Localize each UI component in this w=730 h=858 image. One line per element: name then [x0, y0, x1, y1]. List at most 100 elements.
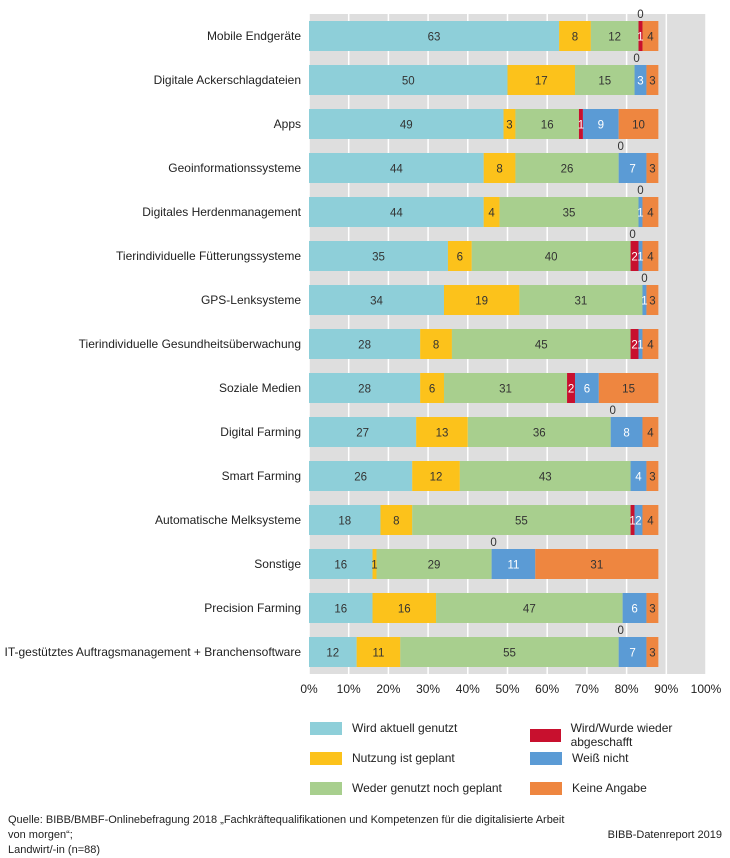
- bar-segment: [372, 593, 437, 623]
- data-label: 11: [372, 648, 384, 660]
- bar-segment: [642, 417, 659, 447]
- data-label: 45: [535, 340, 548, 352]
- data-label: 34: [370, 296, 383, 308]
- data-label: 3: [649, 296, 655, 308]
- category-label: Digitales Herdenmanagement: [142, 205, 301, 219]
- bar-segment: [567, 373, 575, 403]
- category-label: Smart Farming: [222, 469, 301, 483]
- data-label: 4: [647, 252, 654, 264]
- data-label: 1: [371, 560, 377, 572]
- bar-segment: [535, 549, 659, 579]
- data-label: 28: [358, 340, 371, 352]
- bar-segment: [412, 505, 631, 535]
- bar-segment: [630, 329, 639, 359]
- bar-segment: [590, 21, 639, 51]
- bar-segment: [503, 109, 516, 139]
- data-label: 2: [635, 516, 641, 528]
- data-label: 28: [358, 384, 371, 396]
- category-label: Geoinformationssysteme: [168, 161, 301, 175]
- bar-segment: [618, 637, 647, 667]
- zero-label: 0: [629, 229, 635, 241]
- data-label: 8: [433, 340, 439, 352]
- bar-segment: [483, 153, 516, 183]
- zero-label: 0: [637, 185, 643, 197]
- bar-segment: [309, 21, 560, 51]
- data-label: 36: [533, 428, 546, 440]
- category-label: GPS-Lenksysteme: [201, 293, 301, 307]
- data-label: 6: [631, 604, 637, 616]
- category-label: Digital Farming: [220, 425, 301, 439]
- data-label: 1: [641, 296, 647, 308]
- data-label: 12: [608, 32, 621, 44]
- bar-segment: [578, 109, 583, 139]
- data-label: 2: [568, 384, 574, 396]
- legend-swatch: [530, 781, 562, 795]
- data-label: 26: [354, 472, 367, 484]
- x-tick-label: 10%: [337, 682, 361, 696]
- data-label: 43: [539, 472, 552, 484]
- source-line-2: Landwirt/-in (n=88): [8, 844, 101, 856]
- bar-segment: [559, 21, 591, 51]
- data-label: 49: [400, 120, 413, 132]
- bar-segment: [646, 461, 659, 491]
- bar-segment: [638, 197, 643, 227]
- legend-item-wird-aktuell-genutzt: Wird aktuell genutzt: [310, 721, 457, 735]
- bar-segment: [309, 241, 448, 271]
- legend-item-nutzung-geplant: Nutzung ist geplant: [310, 751, 455, 765]
- source-line-1: Quelle: BIBB/BMBF-Onlinebefragung 2018 „…: [8, 814, 565, 841]
- data-label: 6: [457, 252, 463, 264]
- bar-segment: [598, 373, 659, 403]
- legend-swatch: [310, 751, 342, 765]
- data-label: 8: [496, 164, 502, 176]
- x-tick-label: 20%: [376, 682, 400, 696]
- data-label: 10: [632, 120, 645, 132]
- data-label: 63: [428, 32, 441, 44]
- bar-segment: [507, 65, 575, 95]
- bar-segment: [634, 65, 647, 95]
- x-tick-label: 40%: [456, 682, 480, 696]
- bar-segment: [499, 197, 639, 227]
- data-label: 44: [390, 164, 403, 176]
- data-label: 4: [647, 208, 654, 220]
- bar-segment: [646, 637, 659, 667]
- data-label: 3: [649, 604, 655, 616]
- category-label: Soziale Medien: [219, 381, 301, 395]
- stacked-bar-chart: 0% 10% 20% 30% 40% 50% 60% 70% 80% 90% 100% Mobile …: [5, 9, 722, 696]
- legend-label: Wird/Wurde wieder abgeschafft: [570, 721, 673, 749]
- bar-segment: [309, 505, 381, 535]
- zero-label: 0: [490, 537, 496, 549]
- legend-label: Nutzung ist geplant: [352, 751, 455, 765]
- data-label: 31: [575, 296, 588, 308]
- category-label: Digitale Ackerschlagdateien: [154, 73, 301, 87]
- data-label: 15: [622, 384, 635, 396]
- data-label: 44: [390, 208, 403, 220]
- data-label: 15: [598, 76, 611, 88]
- data-label: 55: [515, 516, 528, 528]
- legend-swatch: [310, 721, 342, 735]
- bar-segment: [582, 109, 619, 139]
- bar-segment: [610, 417, 643, 447]
- bar-segment: [309, 637, 357, 667]
- x-tick-label: 50%: [495, 682, 519, 696]
- data-label: 9: [598, 120, 604, 132]
- category-label: Sonstige: [254, 557, 301, 571]
- bar-segment: [642, 197, 659, 227]
- bar-segment: [309, 197, 484, 227]
- data-label: 26: [561, 164, 574, 176]
- bar-segment: [642, 241, 659, 271]
- bar-segment: [451, 329, 631, 359]
- data-label: 6: [584, 384, 590, 396]
- data-label: 7: [629, 164, 635, 176]
- legend-item-weiss-nicht: Weiß nicht: [530, 751, 628, 765]
- category-label: Tierindividuelle Gesundheitsüberwachung: [79, 337, 301, 351]
- bar-segment: [574, 65, 635, 95]
- x-tick-label: 100%: [691, 682, 722, 696]
- bar-segment: [491, 549, 536, 579]
- bar-segment: [646, 153, 659, 183]
- bar-segment: [618, 109, 659, 139]
- bar-segment: [630, 241, 639, 271]
- zero-label: 0: [617, 141, 623, 153]
- bar-segment: [380, 505, 413, 535]
- data-label: 8: [623, 428, 629, 440]
- data-label: 1: [637, 252, 643, 264]
